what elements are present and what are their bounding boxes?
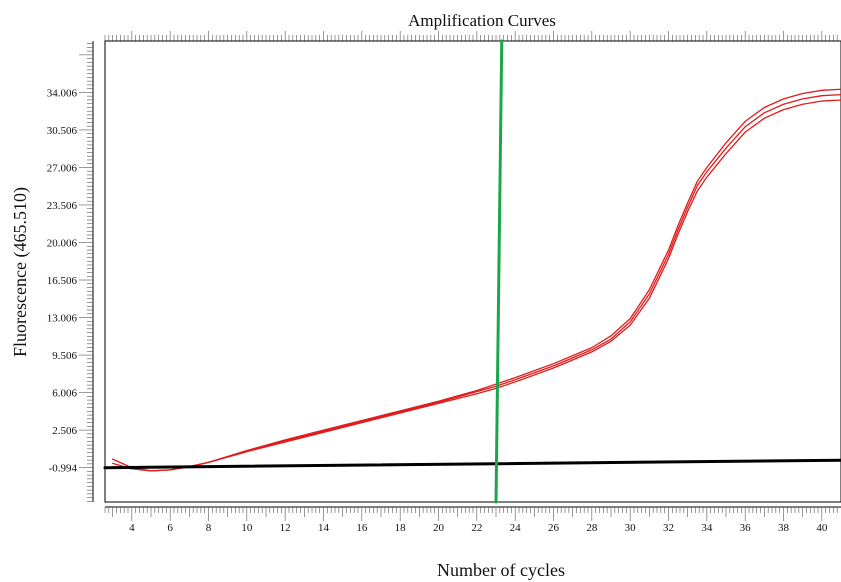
x-tick-label: 6 (167, 522, 173, 534)
plot-area (104, 40, 841, 503)
x-tick-label: 22 (471, 522, 482, 534)
y-tick-label: 9.506 (52, 350, 77, 362)
series-layer (103, 39, 841, 504)
y-tick-label: 30.506 (47, 125, 78, 137)
x-tick-label: 20 (433, 522, 445, 534)
x-tick-label: 12 (280, 522, 291, 534)
x-tick-labels: 4 6 8 10 12 14 16 18 20 22 24 26 28 30 32 34 36 38 40 (129, 522, 828, 534)
y-tick-label: 2.506 (52, 425, 77, 437)
threshold-line (494, 39, 504, 504)
y-axis-ruler (79, 41, 94, 502)
x-tick-label: 14 (318, 522, 330, 534)
x-tick-label: 34 (701, 522, 713, 534)
x-tick-label: 24 (510, 522, 522, 534)
y-tick-label: 20.006 (47, 237, 78, 249)
x-tick-label: 16 (356, 522, 368, 534)
y-axis-title: Fluorescence (465.510) (10, 187, 31, 357)
x-axis-ruler (104, 506, 841, 521)
y-tick-label: 34.006 (47, 87, 78, 99)
x-tick-label: 38 (778, 522, 790, 534)
y-tick-label: 16.506 (47, 275, 78, 287)
x-tick-label: 30 (625, 522, 637, 534)
top-tick-ruler (104, 31, 841, 42)
x-tick-label: 40 (816, 522, 828, 534)
baseline-line (103, 458, 841, 470)
y-tick-label: 23.506 (47, 200, 78, 212)
chart-title: Amplification Curves (408, 11, 556, 30)
x-tick-label: 26 (548, 522, 560, 534)
y-tick-label: 27.006 (47, 162, 78, 174)
x-tick-label: 36 (740, 522, 752, 534)
y-tick-labels: -0.994 2.506 6.006 9.506 13.006 16.506 20.006 2… (47, 87, 78, 474)
x-axis-title: Number of cycles (437, 560, 565, 580)
y-tick-label: 6.006 (52, 388, 77, 400)
x-tick-label: 10 (241, 522, 253, 534)
y-tick-label: -0.994 (49, 463, 78, 475)
y-tick-label: 13.006 (47, 313, 78, 325)
x-tick-label: 32 (663, 522, 674, 534)
x-tick-label: 8 (206, 522, 212, 534)
x-tick-label: 28 (586, 522, 598, 534)
amplification-curve-3 (112, 99, 841, 472)
x-tick-label: 4 (129, 522, 135, 534)
x-tick-label: 18 (395, 522, 407, 534)
